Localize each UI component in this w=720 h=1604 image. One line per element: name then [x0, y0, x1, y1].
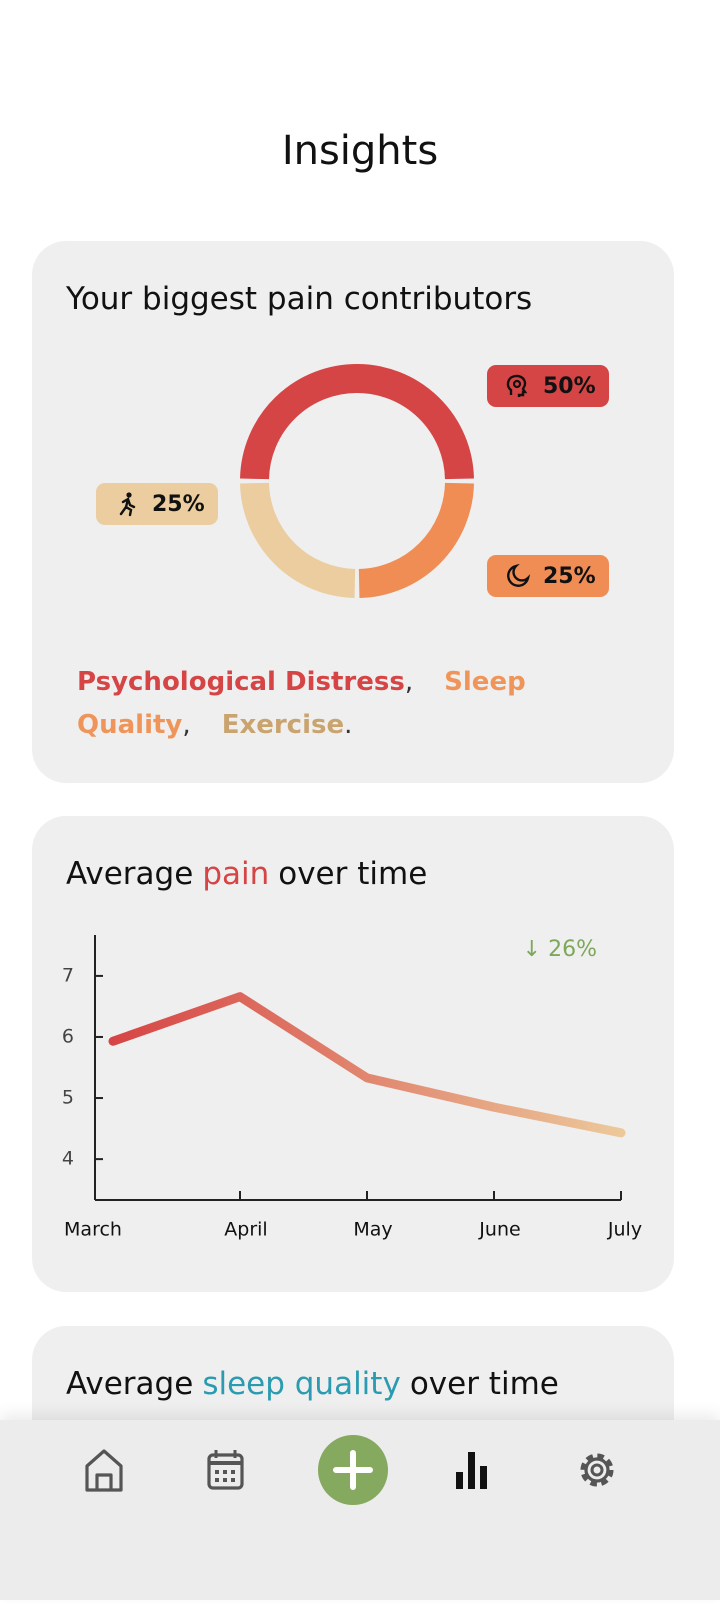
change-annotation: ↓ 26% — [523, 937, 597, 962]
contributors-list: Psychological Distress, Sleep Quality, E… — [77, 661, 617, 747]
title-text: over time — [409, 1366, 559, 1402]
badge-label: 50% — [543, 373, 596, 399]
y-tick-label: 5 — [62, 1087, 74, 1109]
page-title: Insights — [281, 128, 439, 174]
contributor-name: Sleep Quality — [77, 667, 526, 740]
donut-segment — [240, 482, 356, 598]
card-title: Average sleep quality over time — [66, 1366, 559, 1402]
contributor-name: Psychological Distress — [77, 667, 405, 697]
separator: , — [404, 667, 414, 697]
badge: 50% — [487, 365, 609, 407]
x-tick-label: May — [353, 1219, 392, 1241]
title-text: over time — [278, 856, 428, 892]
separator: . — [344, 710, 353, 740]
home-button[interactable] — [85, 1449, 123, 1492]
add-button[interactable] — [318, 1435, 388, 1505]
title-text: Average — [66, 856, 194, 892]
title-highlight: pain — [202, 856, 270, 892]
pain-card: Average pain over time 4 5 6 7 March April May Ju… — [32, 816, 674, 1292]
title-text: Average — [66, 1366, 194, 1402]
y-tick-label: 7 — [62, 964, 74, 986]
badge: 25% — [96, 483, 218, 525]
line-chart: 4 5 6 7 March April May June July ↓ 26% — [62, 935, 642, 1241]
calendar-button[interactable] — [207, 1450, 244, 1490]
y-tick-label: 6 — [62, 1025, 74, 1047]
nav-icons — [85, 1435, 614, 1505]
insights-button[interactable] — [456, 1452, 487, 1489]
card-title: Average pain over time — [66, 856, 427, 892]
x-tick-label: June — [478, 1219, 520, 1241]
badge: 25% — [487, 555, 609, 597]
x-tick-label: April — [224, 1219, 267, 1241]
pain-line — [108, 992, 626, 1138]
contributors-card: Your biggest pain contributors 50% 25% 2… — [32, 241, 674, 783]
x-tick-label: July — [607, 1219, 642, 1241]
separator: , — [182, 710, 191, 740]
bottom-nav — [0, 1420, 720, 1600]
settings-button[interactable] — [580, 1453, 614, 1487]
badge-label: 25% — [543, 563, 596, 589]
title-highlight: sleep quality — [202, 1366, 401, 1402]
moon-icon — [507, 563, 531, 587]
card-title: Your biggest pain contributors — [66, 281, 533, 317]
donut-segment — [240, 363, 474, 480]
donut-segment — [358, 482, 474, 598]
badge-label: 25% — [152, 491, 205, 517]
y-tick-label: 4 — [62, 1148, 74, 1170]
contributor-name: Exercise — [221, 710, 345, 740]
x-tick-label: March — [64, 1219, 122, 1241]
runner-icon — [119, 492, 136, 517]
head-icon — [506, 374, 528, 397]
donut-chart — [240, 363, 474, 598]
